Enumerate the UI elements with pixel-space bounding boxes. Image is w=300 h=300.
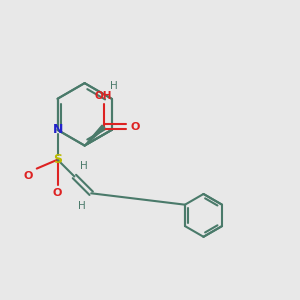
Polygon shape	[85, 125, 105, 146]
Text: H: H	[78, 201, 86, 211]
Text: H: H	[80, 161, 88, 171]
Text: O: O	[53, 188, 62, 199]
Text: OH: OH	[95, 91, 112, 101]
Text: H: H	[110, 81, 118, 91]
Text: O: O	[130, 122, 140, 132]
Text: S: S	[53, 153, 62, 166]
Text: O: O	[24, 171, 33, 181]
Text: N: N	[52, 123, 63, 136]
